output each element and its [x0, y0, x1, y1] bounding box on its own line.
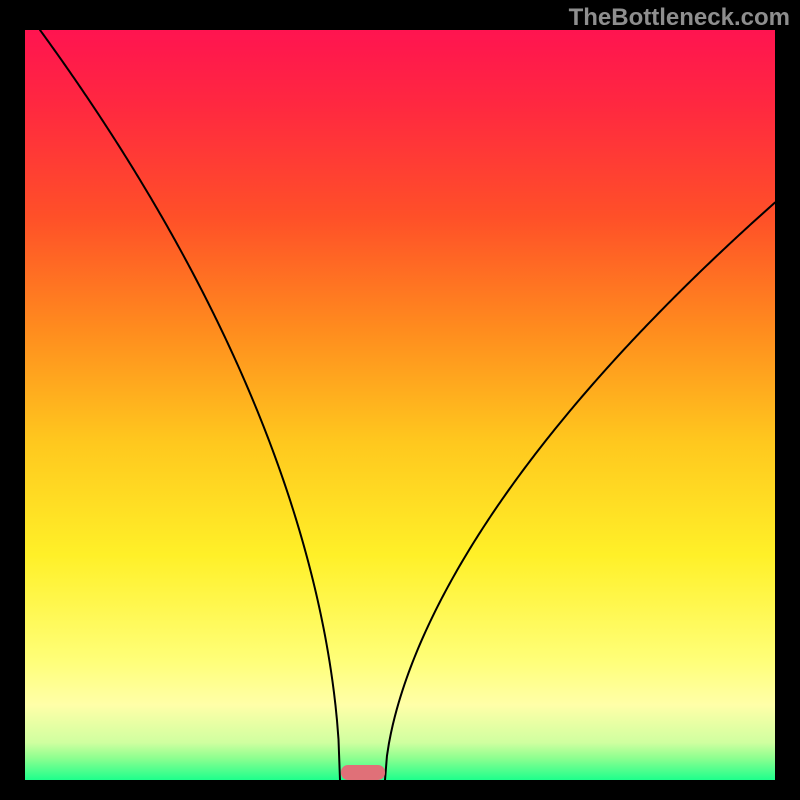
optimum-marker — [341, 765, 385, 780]
watermark-text: TheBottleneck.com — [569, 4, 790, 32]
chart-frame: TheBottleneck.com — [0, 0, 800, 800]
bottleneck-curve — [0, 0, 800, 800]
